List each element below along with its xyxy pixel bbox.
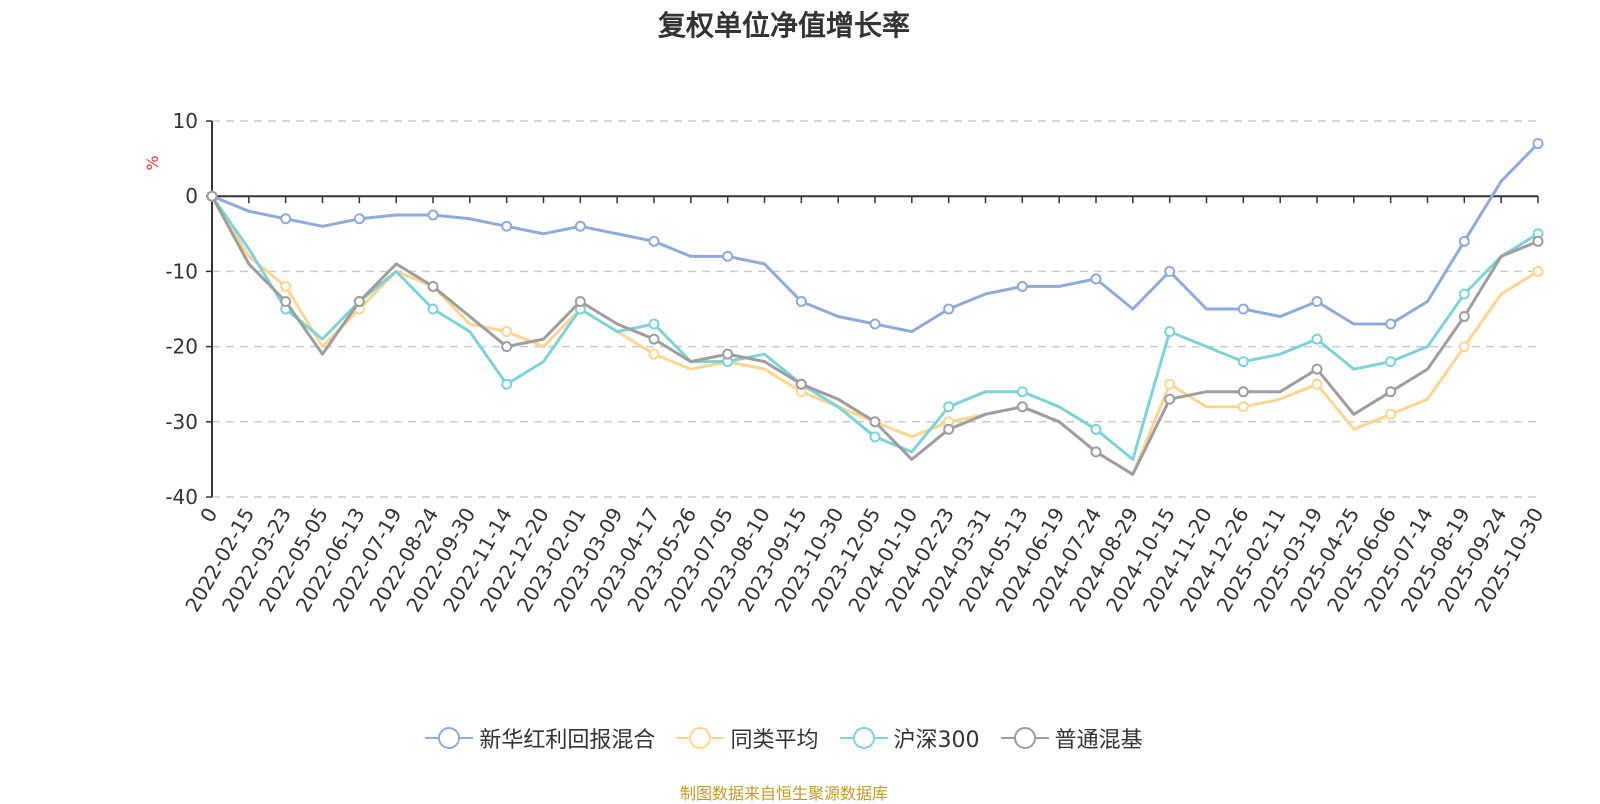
y-tick-label: 10 — [173, 109, 198, 133]
legend-item-2[interactable]: 沪深300 — [839, 722, 980, 754]
chart-area: 100-10-20-30-40%02022-02-152022-03-23202… — [143, 109, 1548, 616]
data-point — [501, 378, 513, 390]
data-point — [1311, 333, 1323, 345]
data-point — [795, 378, 807, 390]
data-point — [1237, 356, 1249, 368]
y-tick-label: -30 — [165, 410, 198, 434]
data-point — [1458, 235, 1470, 247]
data-point — [648, 333, 660, 345]
data-point — [353, 295, 365, 307]
legend-label: 同类平均 — [730, 728, 819, 753]
data-point — [1237, 303, 1249, 315]
legend-label: 新华红利回报混合 — [479, 728, 656, 753]
data-point — [1164, 393, 1176, 405]
tick-labels: 100-10-20-30-40%02022-02-152022-03-23202… — [143, 109, 1548, 616]
data-point — [280, 295, 292, 307]
data-point — [1458, 288, 1470, 300]
data-point — [1385, 356, 1397, 368]
y-tick-label: -10 — [165, 259, 198, 283]
data-point — [1385, 408, 1397, 420]
data-point — [574, 295, 586, 307]
data-point — [353, 213, 365, 225]
series-lines — [206, 138, 1544, 476]
data-point — [427, 280, 439, 292]
data-point — [1532, 235, 1544, 247]
data-point — [1164, 265, 1176, 277]
data-point — [648, 348, 660, 360]
data-point — [722, 348, 734, 360]
data-point — [501, 341, 513, 353]
data-point — [1090, 423, 1102, 435]
data-point — [795, 295, 807, 307]
source-note: 制图数据来自恒生聚源数据库 — [679, 784, 888, 803]
legend-label: 普通混基 — [1054, 728, 1143, 753]
legend-label: 沪深300 — [893, 728, 980, 753]
data-point — [943, 423, 955, 435]
legend-item-1[interactable]: 同类平均 — [676, 722, 818, 754]
data-point — [280, 213, 292, 225]
data-point — [501, 326, 513, 338]
data-point — [1237, 401, 1249, 413]
data-point — [1016, 401, 1028, 413]
data-point — [648, 318, 660, 330]
legend: 新华红利回报混合 同类平均 沪深300 普通混基 — [0, 722, 1568, 755]
data-point — [943, 401, 955, 413]
data-point — [648, 235, 660, 247]
data-point — [1090, 273, 1102, 285]
data-point — [1458, 341, 1470, 353]
data-point — [280, 280, 292, 292]
data-point — [1385, 386, 1397, 398]
data-point — [427, 209, 439, 221]
data-point — [206, 190, 218, 202]
data-point — [1311, 378, 1323, 390]
data-point — [1164, 378, 1176, 390]
data-point — [1532, 265, 1544, 277]
data-point — [1458, 311, 1470, 323]
data-point — [869, 318, 881, 330]
y-tick-label: 0 — [185, 184, 198, 208]
data-point — [869, 431, 881, 443]
x-tick-label: 0 — [195, 504, 222, 527]
y-axis-label: % — [143, 155, 162, 170]
data-point — [1016, 386, 1028, 398]
y-tick-label: -20 — [165, 335, 198, 359]
chart-title: 复权单位净值增长率 — [657, 9, 910, 42]
axes — [206, 120, 1539, 498]
legend-marker-icon — [676, 727, 725, 749]
data-point — [1090, 446, 1102, 458]
data-point — [1016, 280, 1028, 292]
y-tick-label: -40 — [165, 485, 198, 509]
legend-item-0[interactable]: 新华红利回报混合 — [425, 722, 655, 754]
data-point — [427, 303, 439, 315]
series-line-0 — [211, 142, 1540, 334]
data-point — [501, 220, 513, 232]
data-point — [722, 250, 734, 262]
data-point — [869, 416, 881, 428]
data-point — [1311, 363, 1323, 375]
data-point — [574, 220, 586, 232]
legend-item-3[interactable]: 普通混基 — [1000, 722, 1143, 754]
data-point — [1164, 326, 1176, 338]
legend-marker-icon — [839, 727, 888, 749]
data-point — [1385, 318, 1397, 330]
data-point — [1311, 295, 1323, 307]
data-point — [1532, 138, 1544, 150]
legend-marker-icon — [425, 727, 474, 749]
data-point — [1237, 386, 1249, 398]
data-point — [943, 303, 955, 315]
legend-marker-icon — [1000, 727, 1049, 749]
